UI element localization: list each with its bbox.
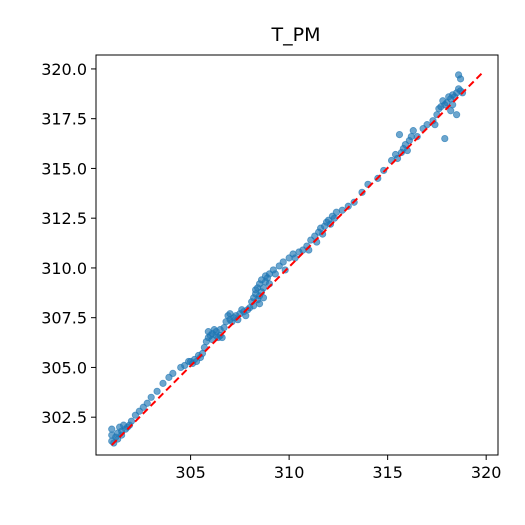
scatter-point [423,121,431,129]
y-axis: 302.5 305.0 307.5 310.0 312.5 315.0 317.5 320.0 [41,60,96,427]
x-tick-label: 315 [372,463,403,482]
y-tick-label: 310.0 [41,259,87,278]
scatter-points [108,71,467,447]
y-tick-label: 307.5 [41,309,87,328]
x-tick-label: 310 [274,463,305,482]
scatter-point [259,294,268,302]
scatter-point [220,324,228,332]
chart-title: T_PM [271,24,321,46]
scatter-point [271,270,279,278]
y-tick-label: 317.5 [41,110,87,129]
scatter-point [332,208,341,216]
plot-frame [95,54,499,456]
scatter-point [380,166,388,175]
scatter-point [453,111,461,119]
scatter-point [409,127,417,135]
scatter-point [291,254,299,262]
y-tick-label: 315.0 [41,159,87,178]
x-axis: 305 310 315 320 [175,455,501,482]
scatter-point [447,107,455,115]
y-tick-label: 312.5 [41,209,87,228]
scatter-point [395,131,404,139]
y-tick-label: 302.5 [41,408,87,427]
scatter-point [413,132,421,141]
scatter-point [127,417,136,425]
x-tick-label: 320 [471,463,502,482]
scatter-point [407,132,415,141]
scatter-point [255,300,264,308]
scatter-point [441,134,449,143]
scatter-point [279,258,287,266]
y-tick-label: 320.0 [41,60,87,79]
reference-line [111,72,483,446]
scatter-point [456,75,465,83]
scatter-point [153,387,161,395]
scatter-point [449,101,457,109]
scatter-point [242,312,250,320]
scatter-point [108,425,116,433]
y-tick-label: 305.0 [41,358,87,377]
scatter-point [147,393,155,401]
scatter-point [159,379,167,387]
scatter-point [259,284,268,292]
scatter-point [143,399,151,407]
scatter-point [169,369,177,378]
x-tick-label: 305 [175,463,206,482]
